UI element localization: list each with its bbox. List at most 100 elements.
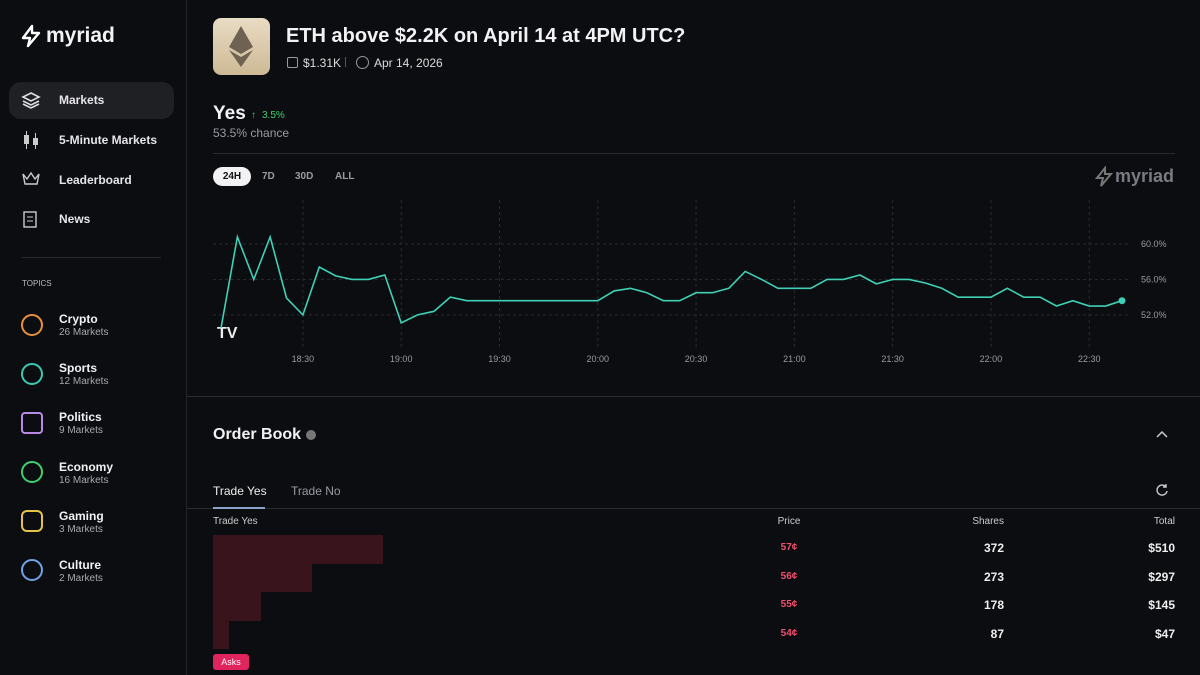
topic-icon [21, 363, 43, 385]
depth-bar [213, 535, 383, 564]
column-header: Trade Yes [213, 516, 258, 527]
nav-item[interactable]: News [59, 212, 91, 226]
nav-icon [23, 211, 37, 228]
topic-name[interactable]: Politics [59, 410, 102, 424]
total: $510 [1148, 541, 1175, 555]
chance: 53.5% chance [213, 126, 290, 140]
x-tick-label: 19:30 [488, 354, 511, 364]
x-tick-label: 18:30 [292, 354, 315, 364]
brand-icon [21, 24, 41, 48]
outcome-name: Yes [213, 103, 246, 124]
separator [345, 57, 346, 67]
collapse-button[interactable] [1155, 428, 1169, 440]
price: 56¢ [780, 570, 798, 582]
watermark-icon [1095, 166, 1113, 187]
column-header: Total [1153, 516, 1175, 527]
price: 55¢ [780, 599, 798, 610]
range-button[interactable]: 30D [295, 171, 314, 182]
topic-name[interactable]: Crypto [59, 312, 98, 326]
column-header: Price [777, 516, 801, 527]
depth-bar [213, 592, 262, 621]
shares: 273 [983, 569, 1004, 584]
clock-icon [356, 56, 369, 69]
range-button[interactable]: 7D [262, 171, 275, 182]
brand: myriad [46, 24, 115, 47]
topic-count: 12 Markets [59, 376, 109, 387]
end-date: Apr 14, 2026 [374, 56, 443, 70]
sidebar: myriad Markets 5-Minute Markets Leaderbo… [0, 0, 187, 675]
watermark: myriad [1115, 166, 1175, 186]
asks-badge [213, 654, 249, 670]
topic-count: 9 Markets [59, 425, 103, 436]
topic-name[interactable]: Culture [59, 558, 101, 572]
last-point [1118, 297, 1126, 305]
volume: $1.31K [303, 56, 342, 70]
x-tick-label: 21:30 [881, 354, 904, 364]
y-tick-label: 60.0% [1141, 239, 1167, 249]
x-tick-label: 22:00 [980, 354, 1003, 364]
shares: 87 [990, 626, 1004, 641]
svg-text:TV: TV [217, 325, 238, 342]
nav-item[interactable]: Leaderboard [59, 173, 132, 187]
total: $47 [1154, 626, 1175, 641]
total: $145 [1148, 598, 1175, 612]
range-button[interactable]: ALL [335, 171, 355, 182]
x-tick-label: 20:30 [685, 354, 708, 364]
nav-item[interactable]: 5-Minute Markets [59, 133, 158, 147]
price: 54¢ [780, 627, 798, 639]
nav-item[interactable]: Markets [59, 93, 105, 107]
price: 57¢ [780, 542, 798, 553]
divider [22, 257, 161, 258]
x-tick-label: 20:00 [587, 354, 610, 364]
column-header: Shares [972, 516, 1004, 527]
topic-name[interactable]: Gaming [59, 509, 104, 523]
topic-icon [21, 314, 43, 336]
info-icon[interactable] [306, 430, 316, 440]
order-book-title: Order Book [213, 426, 302, 443]
topic-icon [21, 412, 43, 434]
nav-icon [24, 131, 38, 149]
range-active-bg [213, 167, 251, 186]
x-tick-label: 21:00 [783, 354, 806, 364]
market-title: ETH above $2.2K on April 14 at 4PM UTC? [286, 25, 686, 47]
topic-name[interactable]: Economy [59, 460, 114, 474]
tab[interactable]: Trade Yes [213, 484, 267, 498]
topic-icon [21, 461, 43, 483]
price-chart: TV 52.0% 56.0% 60.0% 18:30 19:00 19:30 20:00 20… [213, 200, 1167, 364]
topic-count: 3 Markets [59, 524, 103, 535]
divider [213, 153, 1175, 154]
topic-count: 2 Markets [59, 573, 103, 584]
nav-icon [22, 171, 40, 185]
tv-logo: TV [217, 325, 238, 342]
range-button[interactable]: 24H [222, 171, 242, 182]
tab-underline [213, 507, 265, 509]
price-line [220, 233, 1123, 329]
asks-label: Asks [221, 657, 241, 667]
change-arrow: ↑ [251, 110, 256, 121]
depth-bar [213, 563, 312, 592]
y-tick-label: 52.0% [1141, 310, 1167, 320]
tab[interactable]: Trade No [291, 484, 341, 498]
topic-count: 26 Markets [59, 327, 109, 338]
topics-heading: TOPICS [22, 279, 52, 288]
y-tick-label: 56.0% [1141, 274, 1167, 284]
active-nav-bg [9, 82, 174, 119]
total: $297 [1148, 569, 1175, 584]
refresh-button[interactable] [1155, 483, 1169, 497]
nav-icon [21, 92, 41, 109]
divider [187, 508, 1200, 509]
topic-count: 16 Markets [59, 475, 109, 486]
topic-icon [21, 510, 43, 532]
change: 3.5% [262, 110, 285, 121]
market-image [213, 18, 270, 75]
shares: 178 [983, 598, 1004, 612]
topic-icon [21, 559, 43, 581]
volume-icon [287, 57, 298, 68]
divider [187, 396, 1200, 397]
shares: 372 [983, 541, 1004, 555]
depth-bar [213, 620, 229, 649]
x-tick-label: 22:30 [1078, 354, 1101, 364]
topic-name[interactable]: Sports [59, 361, 98, 375]
x-tick-label: 19:00 [390, 354, 413, 364]
